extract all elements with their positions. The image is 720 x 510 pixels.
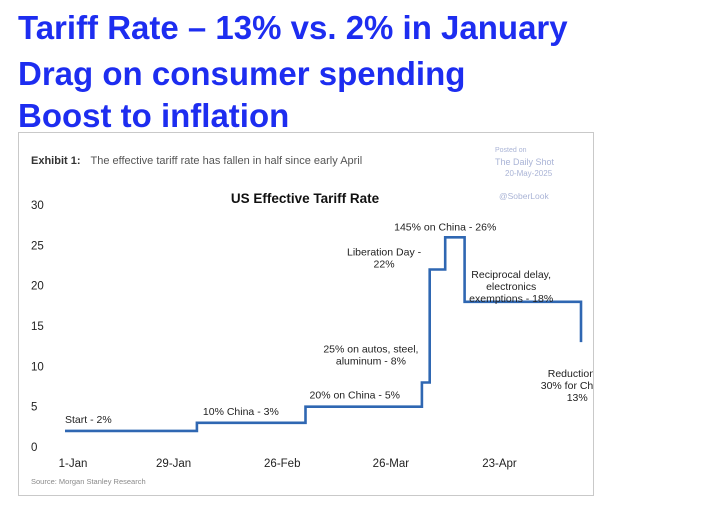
chart-title: US Effective Tariff Rate [231, 191, 380, 206]
y-tick-label: 25 [31, 240, 44, 252]
y-tick-label: 10 [31, 361, 44, 373]
annotation-line: Reciprocal delay, [471, 269, 551, 281]
x-tick-label: 1-Jan [59, 458, 88, 470]
y-tick-label: 15 [31, 321, 44, 333]
x-tick-label: 23-Apr [482, 458, 517, 470]
annotation-label: Start - 2% [65, 414, 112, 426]
annotation-line: 10% China - 3% [203, 406, 279, 418]
annotation-label: 20% on China - 5% [310, 390, 400, 402]
annotation-line: exemptions - 18% [469, 293, 553, 305]
annotation-line: Start - 2% [65, 414, 112, 426]
annotation-label: Reduction to30% for China -13% [541, 368, 593, 404]
y-tick-label: 20 [31, 281, 44, 293]
y-tick-label: 0 [31, 442, 37, 454]
watermark-posted-on: Posted on [495, 147, 527, 154]
y-tick-label: 5 [31, 402, 37, 414]
exhibit-label: Exhibit 1: [31, 155, 81, 167]
tariff-rate-chart: US Effective Tariff Rate 0 5 10 15 20 25 30 1-… [31, 191, 593, 470]
annotation-line: 145% on China - 26% [394, 221, 496, 233]
chart-panel: Exhibit 1: The effective tariff rate has … [18, 132, 594, 496]
headline-consumer-spending: Drag on consumer spending [18, 55, 466, 92]
x-tick-label: 29-Jan [156, 458, 191, 470]
annotation-label: Reciprocal delay, electronics exemptions -… [469, 269, 553, 305]
x-tick-label: 26-Mar [373, 458, 410, 470]
annotation-line: 30% for China - [541, 380, 593, 392]
headline-tariff-rate: Tariff Rate – 13% vs. 2% in January [18, 9, 568, 46]
annotation-label: 10% China - 3% [203, 406, 279, 418]
annotation-label: Liberation Day -22% [347, 247, 422, 271]
watermark-handle: @SoberLook [499, 191, 549, 201]
annotation-line: aluminum - 8% [336, 355, 406, 367]
watermark-site: The Daily Shot [495, 157, 555, 167]
exhibit-caption: Exhibit 1: The effective tariff rate has … [31, 155, 362, 167]
annotation-line: 22% [374, 259, 395, 271]
watermark-date: 20-May-2025 [505, 169, 553, 178]
annotation-line: 25% on autos, steel, [323, 343, 418, 355]
exhibit-text: The effective tariff rate has fallen in … [90, 155, 363, 167]
annotation-line: Liberation Day - [347, 247, 422, 259]
headline-inflation: Boost to inflation [18, 97, 290, 134]
annotation-label: 145% on China - 26% [394, 221, 496, 233]
source-note: Source: Morgan Stanley Research [31, 477, 146, 486]
x-tick-label: 26-Feb [264, 458, 300, 470]
tariff-rate-line [65, 236, 583, 433]
annotation-line: electronics [486, 281, 536, 293]
annotation-line: 20% on China - 5% [310, 390, 400, 402]
y-tick-label: 30 [31, 200, 44, 212]
annotation-line: 13% [567, 392, 588, 404]
annotation-line: Reduction to [548, 368, 593, 380]
annotation-label: 25% on autos, steel, aluminum - 8% [323, 343, 418, 367]
